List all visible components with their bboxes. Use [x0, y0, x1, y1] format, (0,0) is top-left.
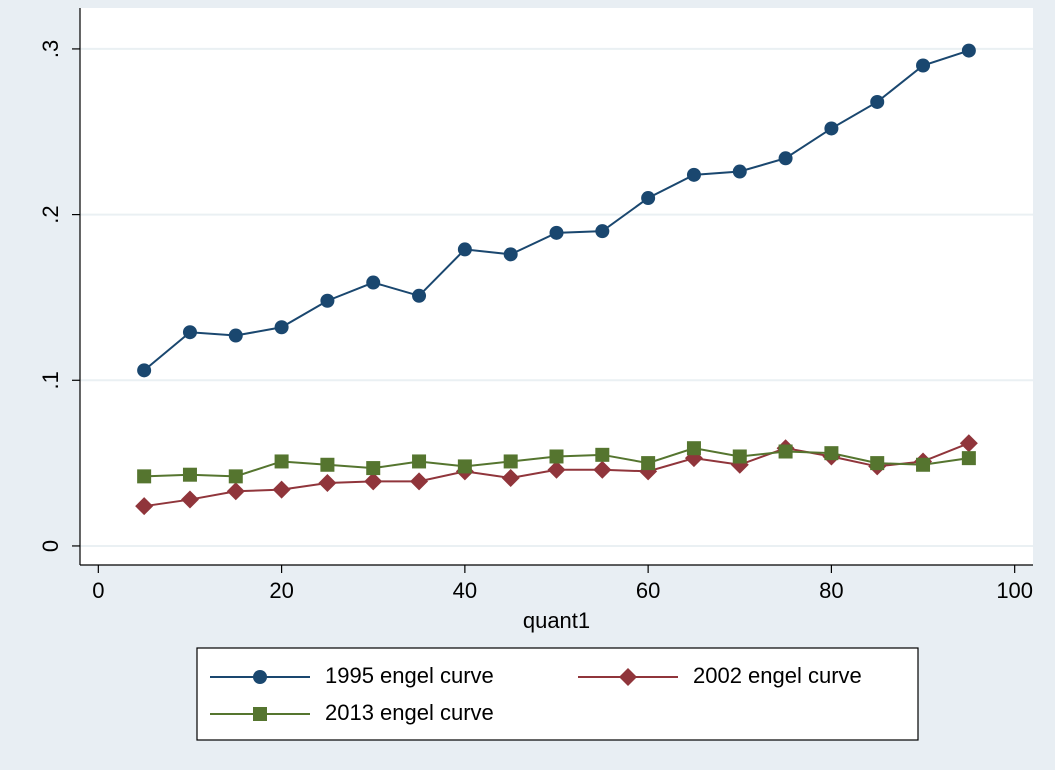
y-tick-label: .3: [38, 40, 63, 58]
marker: [686, 167, 701, 182]
marker: [135, 497, 154, 516]
marker: [593, 460, 612, 479]
marker: [318, 473, 337, 492]
marker: [824, 446, 839, 461]
x-tick-label: 20: [269, 578, 293, 603]
x-tick-label: 60: [636, 578, 660, 603]
marker: [641, 456, 656, 471]
marker: [410, 472, 429, 491]
marker: [824, 121, 839, 136]
marker: [412, 288, 427, 303]
marker: [182, 467, 197, 482]
marker: [503, 247, 518, 262]
marker: [180, 490, 199, 509]
marker: [228, 328, 243, 343]
y-tick-label: .1: [38, 371, 63, 389]
marker: [641, 191, 656, 206]
marker: [272, 480, 291, 499]
x-tick-label: 100: [996, 578, 1033, 603]
marker: [595, 447, 610, 462]
marker: [274, 320, 289, 335]
marker: [959, 434, 978, 453]
marker: [778, 151, 793, 166]
marker: [412, 454, 427, 469]
marker: [732, 164, 747, 179]
marker: [501, 469, 520, 488]
marker: [457, 242, 472, 257]
marker: [503, 454, 518, 469]
y-tick-label: 0: [38, 540, 63, 552]
marker: [226, 482, 245, 501]
marker: [732, 449, 747, 464]
x-axis-label: quant1: [523, 608, 590, 633]
marker: [549, 449, 564, 464]
marker: [961, 43, 976, 58]
legend-label: 1995 engel curve: [325, 663, 494, 688]
marker: [253, 707, 267, 721]
marker: [457, 459, 472, 474]
marker: [778, 444, 793, 459]
marker: [961, 451, 976, 466]
y-tick-label: .2: [38, 205, 63, 223]
marker: [137, 363, 152, 378]
marker: [547, 460, 566, 479]
marker: [916, 457, 931, 472]
marker: [595, 224, 610, 239]
marker: [870, 94, 885, 109]
x-tick-label: 0: [92, 578, 104, 603]
marker: [320, 457, 335, 472]
legend: [196, 647, 919, 741]
marker: [253, 670, 267, 684]
marker: [228, 469, 243, 484]
marker: [549, 225, 564, 240]
x-tick-label: 40: [453, 578, 477, 603]
marker: [366, 461, 381, 476]
marker: [916, 58, 931, 73]
marker: [364, 472, 383, 491]
marker: [137, 469, 152, 484]
marker: [182, 325, 197, 340]
marker: [870, 456, 885, 471]
marker: [274, 454, 289, 469]
x-tick-label: 80: [819, 578, 843, 603]
marker: [366, 275, 381, 290]
marker: [320, 293, 335, 308]
legend-label: 2002 engel curve: [693, 663, 862, 688]
legend-label: 2013 engel curve: [325, 700, 494, 725]
marker: [686, 441, 701, 456]
marker: [619, 668, 637, 686]
